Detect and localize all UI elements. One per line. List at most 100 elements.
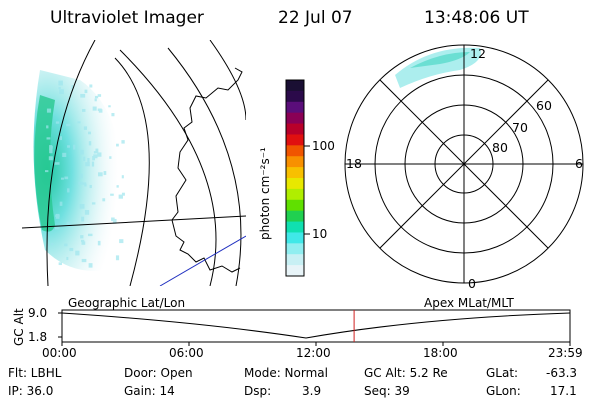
- aurora-pixel: [55, 226, 60, 230]
- mlt-label-0: 0: [468, 276, 476, 291]
- aurora-pixel: [87, 157, 90, 163]
- colorbar-segment: [286, 243, 304, 255]
- aurora-pixel: [103, 171, 107, 175]
- x-tick-1200: 12:00: [296, 346, 331, 360]
- aurora-pixel: [59, 136, 62, 141]
- colorbar-segment: [286, 265, 304, 277]
- colorbar-segment: [286, 156, 304, 168]
- aurora-pixel: [84, 89, 88, 94]
- aurora-pixel: [58, 262, 62, 266]
- dsp-label: Dsp:: [244, 384, 272, 398]
- aurora-pixel: [49, 148, 53, 154]
- aurora-pixel: [80, 235, 84, 239]
- altitude-curve: [61, 312, 571, 339]
- aurora-pixel: [97, 152, 102, 157]
- aurora-pixel: [64, 243, 68, 247]
- aurora-pixel: [58, 80, 63, 86]
- aurora-pixel: [121, 175, 124, 179]
- colorbar-segment: [286, 178, 304, 190]
- colorbar-segment: [286, 167, 304, 179]
- aurora-pixel: [110, 193, 114, 196]
- ip-status: IP: 36.0: [8, 384, 54, 398]
- filter-status: Flt: LBHL: [8, 366, 62, 380]
- longitude-line: [119, 49, 217, 286]
- aurora-pixel: [94, 98, 97, 102]
- gain-status: Gain: 14: [124, 384, 175, 398]
- aurora-pixel: [46, 137, 51, 140]
- colorbar-segment: [286, 188, 304, 201]
- aurora-pixel: [91, 161, 95, 167]
- aurora-pixel: [84, 183, 87, 187]
- aurora-pixel: [55, 121, 60, 124]
- aurora-pixel: [62, 152, 67, 158]
- instrument-title: Ultraviolet Imager: [50, 8, 204, 28]
- glat-value: -63.3: [546, 366, 578, 380]
- aurora-pixel: [67, 145, 71, 148]
- geographic-map: [22, 40, 246, 286]
- aurora-oval-geo: [33, 70, 123, 271]
- colorbar-tick-100: 100: [312, 139, 335, 153]
- colorbar-unit-label: photon cm⁻²s⁻¹: [258, 147, 272, 240]
- lat-label-80: 80: [492, 140, 508, 155]
- x-tick-2359: 23:59: [548, 346, 583, 360]
- aurora-pixel: [92, 106, 97, 111]
- aurora-pixel: [49, 145, 53, 151]
- colorbar-tick-10: 10: [312, 227, 328, 241]
- aurora-pixel: [66, 123, 71, 127]
- glon-value: 17.1: [550, 384, 577, 398]
- longitude-line: [46, 40, 96, 286]
- aurora-pixel: [97, 172, 103, 177]
- aurora-pixel: [89, 184, 92, 189]
- aurora-pixel: [97, 240, 101, 246]
- aurora-pixel: [80, 239, 85, 243]
- aurora-pixel: [78, 181, 83, 185]
- aurora-pixel: [97, 108, 102, 112]
- aurora-pixel: [93, 151, 97, 154]
- latitude-line: [22, 215, 246, 229]
- aurora-pixel: [89, 84, 93, 88]
- aurora-pixel: [88, 141, 92, 146]
- aurora-pixel: [83, 126, 87, 130]
- latitude-line: [167, 47, 242, 286]
- aurora-pixel: [67, 188, 70, 193]
- aurora-pixel: [88, 263, 93, 268]
- date-label: 22 Jul 07: [278, 8, 353, 28]
- aurora-pixel: [66, 256, 69, 261]
- aurora-pixel: [59, 201, 63, 206]
- aurora-pixel: [94, 95, 99, 99]
- aurora-pixel: [55, 213, 60, 219]
- aurora-pixel: [46, 125, 49, 129]
- door-status: Door: Open: [124, 366, 193, 380]
- aurora-pixel: [81, 216, 85, 222]
- colorbar-segment: [286, 134, 304, 146]
- colorbar-segment: [286, 90, 304, 103]
- mlt-label-18: 18: [346, 156, 362, 171]
- aurora-pixel: [46, 108, 52, 113]
- glat-label: GLat:: [486, 366, 519, 380]
- lat-label-70: 70: [512, 120, 528, 135]
- lat-label-60: 60: [536, 98, 552, 113]
- x-tick-1800: 18:00: [423, 346, 458, 360]
- aurora-pixel: [112, 218, 117, 224]
- aurora-pixel: [77, 121, 81, 124]
- aurora-pixel: [81, 258, 87, 263]
- colorbar-segment: [286, 80, 304, 92]
- colorbar-segment: [286, 254, 304, 266]
- x-tick-0600: 06:00: [169, 346, 204, 360]
- colorbar-segment: [286, 123, 304, 135]
- aurora-pixel: [80, 93, 86, 98]
- seq-status: Seq: 39: [364, 384, 410, 398]
- aurora-pixel: [80, 149, 84, 155]
- aurora-pixel: [73, 144, 76, 150]
- colorbar-segment: [286, 112, 304, 125]
- aurora-pixel: [64, 176, 69, 180]
- aurora-pixel: [59, 89, 64, 95]
- apex-coord-label: Apex MLat/MLT: [424, 296, 514, 310]
- aurora-pixel: [75, 250, 80, 256]
- y-tick-9: 9.0: [28, 306, 48, 320]
- longitude-line: [114, 57, 150, 286]
- aurora-pixel: [115, 255, 120, 261]
- aurora-speckle: [45, 80, 125, 268]
- time-label: 13:48:06 UT: [424, 8, 529, 28]
